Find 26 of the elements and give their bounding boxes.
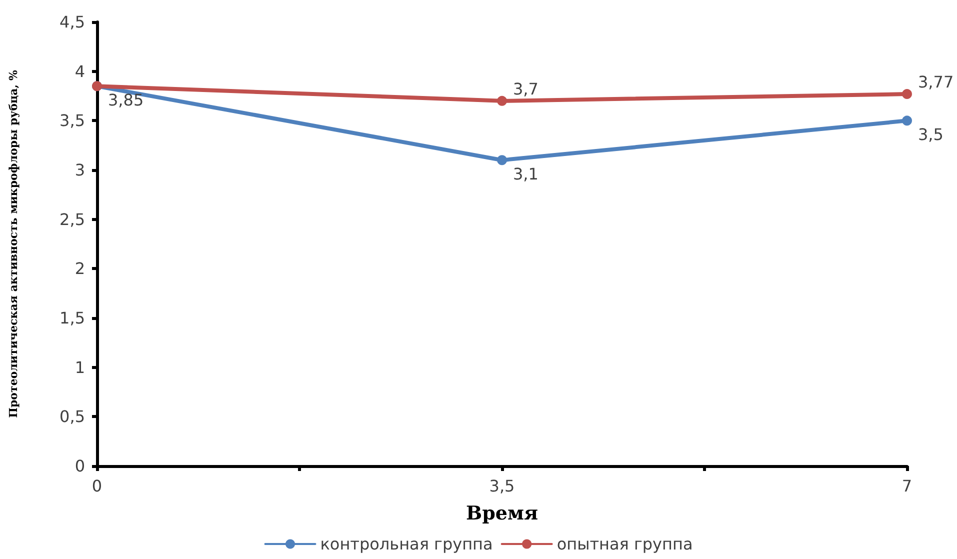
legend-label: опытная группа bbox=[556, 534, 693, 554]
legend-label: контрольная группа bbox=[320, 534, 493, 554]
y-tick-label: 1,5 bbox=[60, 308, 85, 328]
x-tick-label: 7 bbox=[902, 476, 912, 496]
x-axis-title: Время bbox=[466, 502, 538, 524]
y-tick-label: 0 bbox=[74, 456, 85, 476]
x-tick-label: 3,5 bbox=[489, 476, 515, 496]
y-tick-label: 2 bbox=[74, 259, 85, 278]
data-label: 3,7 bbox=[513, 79, 538, 98]
y-tick-label: 4,5 bbox=[60, 12, 85, 32]
data-label: 3,85 bbox=[108, 90, 144, 110]
y-tick-label: 3 bbox=[74, 160, 85, 180]
data-label: 3,5 bbox=[918, 125, 944, 144]
point bbox=[902, 89, 912, 100]
y-tick-label: 4 bbox=[74, 62, 85, 81]
y-axis-title: Протеолитическая активность микрофлоры рубца, % bbox=[7, 70, 20, 418]
x-tick-label: 0 bbox=[92, 476, 102, 496]
point bbox=[902, 116, 912, 126]
data-label: 3,77 bbox=[918, 72, 954, 92]
point bbox=[497, 155, 507, 166]
y-tick-label: 1 bbox=[74, 358, 85, 377]
y-tick-label: 2,5 bbox=[60, 210, 85, 229]
data-label: 3,1 bbox=[513, 164, 538, 184]
point bbox=[497, 96, 507, 106]
y-tick-label: 3,5 bbox=[60, 111, 85, 130]
y-tick-label: 0,5 bbox=[60, 407, 85, 426]
